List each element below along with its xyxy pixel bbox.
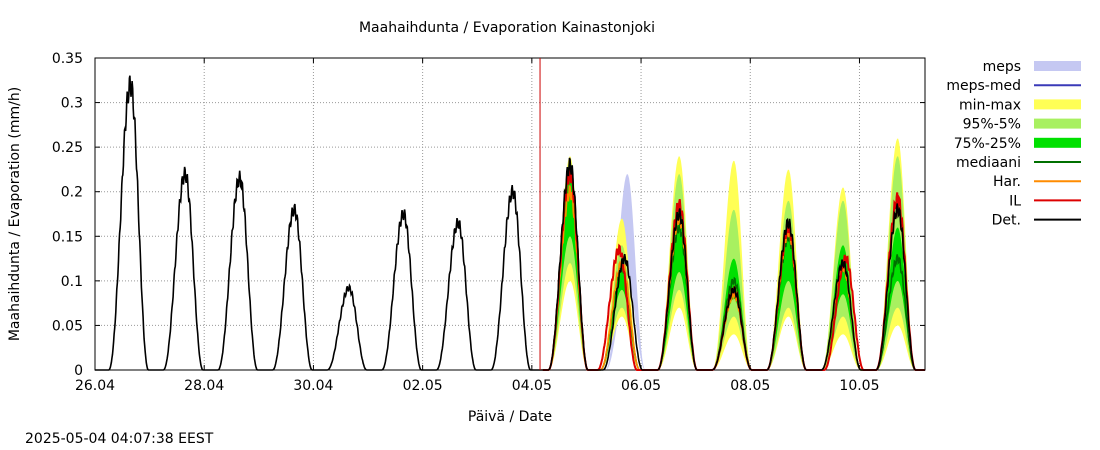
y-tick-label: 0.3 [61, 96, 83, 112]
y-tick-label: 0.35 [52, 51, 83, 67]
y-tick-label: 0.05 [52, 318, 83, 334]
y-tick-labels: 0 0.05 0.1 0.15 0.2 0.25 0.3 0.35 [52, 51, 83, 379]
legend-label: Har. [993, 174, 1021, 190]
legend-swatch [1034, 137, 1081, 148]
timestamp: 2025-05-04 04:07:38 EEST [25, 431, 214, 447]
line-layer [95, 75, 925, 371]
x-tick-label: 02.05 [403, 378, 443, 394]
y-axis-label: Maahaihdunta / Evaporation (mm/h) [7, 87, 23, 341]
legend-label: 75%-25% [954, 136, 1021, 152]
y-tick-label: 0 [74, 363, 83, 379]
plot-frame [94, 57, 926, 371]
x-tick-label: 30.04 [293, 378, 333, 394]
legend-swatch [1034, 118, 1081, 129]
x-tick-labels: 26.04 28.04 30.04 02.05 04.05 06.05 08.05 10.05 [75, 378, 880, 394]
x-axis-label: Päivä / Date [468, 409, 552, 425]
y-tick-label: 0.25 [52, 140, 83, 156]
band-75-25- [763, 232, 810, 370]
legend-swatch [1034, 61, 1081, 71]
legend: meps meps-med min-max 95%-5% 75%-25% mediaani… [946, 59, 1081, 229]
x-tick-label: 26.04 [75, 378, 115, 394]
legend-label: Det. [992, 213, 1021, 229]
x-tick-label: 04.05 [512, 378, 552, 394]
legend-label: meps [983, 59, 1021, 75]
legend-label: meps-med [946, 78, 1021, 94]
grid-layer [94, 57, 925, 371]
legend-label: min-max [959, 97, 1021, 113]
series-line-det- [95, 75, 925, 371]
chart-title: Maahaihdunta / Evaporation Kainastonjoki [359, 20, 655, 36]
legend-label: IL [1009, 193, 1021, 209]
legend-label: mediaani [956, 155, 1021, 171]
y-tick-label: 0.1 [61, 274, 83, 290]
band-75-25- [597, 267, 644, 370]
y-tick-label: 0.15 [52, 229, 83, 245]
legend-swatch [1034, 99, 1081, 110]
x-tick-label: 08.05 [730, 378, 770, 394]
band-layer [545, 138, 919, 370]
y-tick-label: 0.2 [61, 185, 83, 201]
x-tick-label: 10.05 [839, 378, 879, 394]
legend-label: 95%-5% [963, 117, 1021, 133]
x-tick-label: 06.05 [621, 378, 661, 394]
x-tick-label: 28.04 [184, 378, 224, 394]
